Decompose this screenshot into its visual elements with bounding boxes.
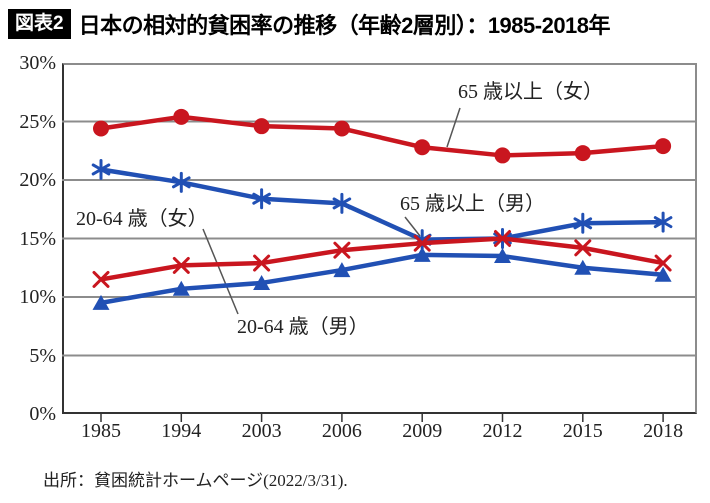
marker-circle <box>253 118 270 135</box>
marker-circle <box>494 147 511 164</box>
marker-circle <box>655 138 672 155</box>
marker-triangle <box>253 274 271 290</box>
marker-circle <box>173 108 190 125</box>
marker-x <box>333 241 351 259</box>
x-axis-label-1994: 1994 <box>161 420 202 442</box>
x-axis-label-2009: 2009 <box>402 420 443 442</box>
y-axis-label-10: 10% <box>19 286 56 308</box>
y-axis-label-25: 25% <box>19 110 56 133</box>
marker-x <box>654 254 672 272</box>
series-label-3: 20-64 歳（男） <box>237 316 369 338</box>
marker-x <box>172 256 190 274</box>
y-axis-label-20: 20% <box>19 169 56 191</box>
marker-x <box>92 270 110 288</box>
marker-triangle <box>333 262 351 278</box>
marker-asterisk <box>252 192 271 205</box>
series-line-1 <box>100 167 664 242</box>
marker-circle <box>93 120 109 137</box>
marker-triangle <box>92 294 110 310</box>
marker-triangle <box>172 280 190 296</box>
marker-asterisk <box>573 217 593 230</box>
marker-asterisk <box>653 216 673 229</box>
marker-triangle <box>413 246 431 262</box>
series-label-0: 65 歳以上（女） <box>458 81 603 103</box>
marker-x <box>253 254 271 272</box>
chart-title: 日本の相対的貧困率の推移（年齢2層別）：1985-2018年 <box>78 13 611 38</box>
marker-asterisk <box>91 163 111 176</box>
series-label-1: 65 歳以上（男） <box>400 193 545 215</box>
title-row: 図表2 日本の相対的貧困率の推移（年齢2層別）：1985-2018年 <box>8 8 702 40</box>
x-axis-label-2015: 2015 <box>562 420 603 442</box>
marker-triangle <box>654 266 672 282</box>
x-axis-label-2006: 2006 <box>321 420 362 442</box>
series-line-0 <box>100 114 664 158</box>
figure-tag: 図表2 <box>8 9 71 39</box>
marker-asterisk <box>172 176 191 189</box>
y-axis-label-5: 5% <box>29 344 56 367</box>
series-line-3 <box>100 252 664 306</box>
source-note: 出所：貧困統計ホームページ(2022/3/31). <box>43 471 348 490</box>
x-axis-label-1985: 1985 <box>81 420 121 442</box>
series-label-2: 20-64 歳（女） <box>76 208 208 230</box>
x-axis-label-2012: 2012 <box>482 420 523 442</box>
chart-canvas <box>62 107 697 422</box>
callout-line-2 <box>202 228 239 315</box>
marker-triangle <box>574 259 592 275</box>
x-axis-label-2018: 2018 <box>643 420 684 442</box>
x-axis-label-2003: 2003 <box>241 420 282 442</box>
marker-circle <box>414 139 431 156</box>
marker-x <box>574 239 592 257</box>
marker-asterisk <box>332 197 352 210</box>
callout-line-0 <box>446 107 461 148</box>
callout-line-1 <box>404 216 421 237</box>
marker-x <box>494 230 511 247</box>
marker-circle <box>574 145 591 162</box>
series-line-2 <box>100 236 664 282</box>
y-axis-label-15: 15% <box>19 227 56 250</box>
marker-triangle <box>494 248 511 264</box>
y-axis-label-30: 30% <box>19 52 56 74</box>
marker-circle <box>333 120 350 137</box>
marker-x <box>413 234 431 252</box>
y-axis-label-0: 0% <box>29 403 56 425</box>
